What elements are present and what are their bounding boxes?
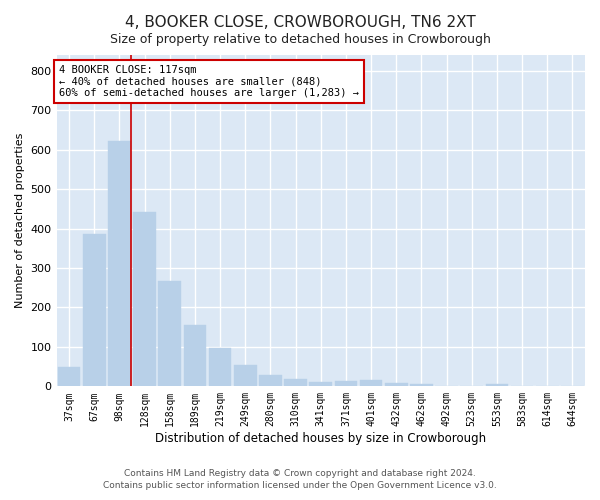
Bar: [284, 379, 307, 386]
Text: Contains HM Land Registry data © Crown copyright and database right 2024.
Contai: Contains HM Land Registry data © Crown c…: [103, 468, 497, 490]
Text: Size of property relative to detached houses in Crowborough: Size of property relative to detached ho…: [110, 32, 490, 46]
Bar: [385, 383, 407, 386]
Bar: [234, 364, 257, 386]
Bar: [259, 376, 282, 386]
Y-axis label: Number of detached properties: Number of detached properties: [15, 133, 25, 308]
Bar: [410, 384, 433, 386]
Bar: [83, 234, 106, 386]
Bar: [335, 381, 357, 386]
Bar: [158, 281, 181, 386]
Bar: [310, 382, 332, 386]
Bar: [209, 348, 232, 387]
Text: 4, BOOKER CLOSE, CROWBOROUGH, TN6 2XT: 4, BOOKER CLOSE, CROWBOROUGH, TN6 2XT: [125, 15, 475, 30]
Bar: [133, 212, 156, 386]
Bar: [184, 325, 206, 386]
Text: 4 BOOKER CLOSE: 117sqm
← 40% of detached houses are smaller (848)
60% of semi-de: 4 BOOKER CLOSE: 117sqm ← 40% of detached…: [59, 65, 359, 98]
Bar: [108, 141, 131, 386]
Bar: [360, 380, 382, 386]
Bar: [58, 366, 80, 386]
Bar: [485, 384, 508, 386]
X-axis label: Distribution of detached houses by size in Crowborough: Distribution of detached houses by size …: [155, 432, 487, 445]
